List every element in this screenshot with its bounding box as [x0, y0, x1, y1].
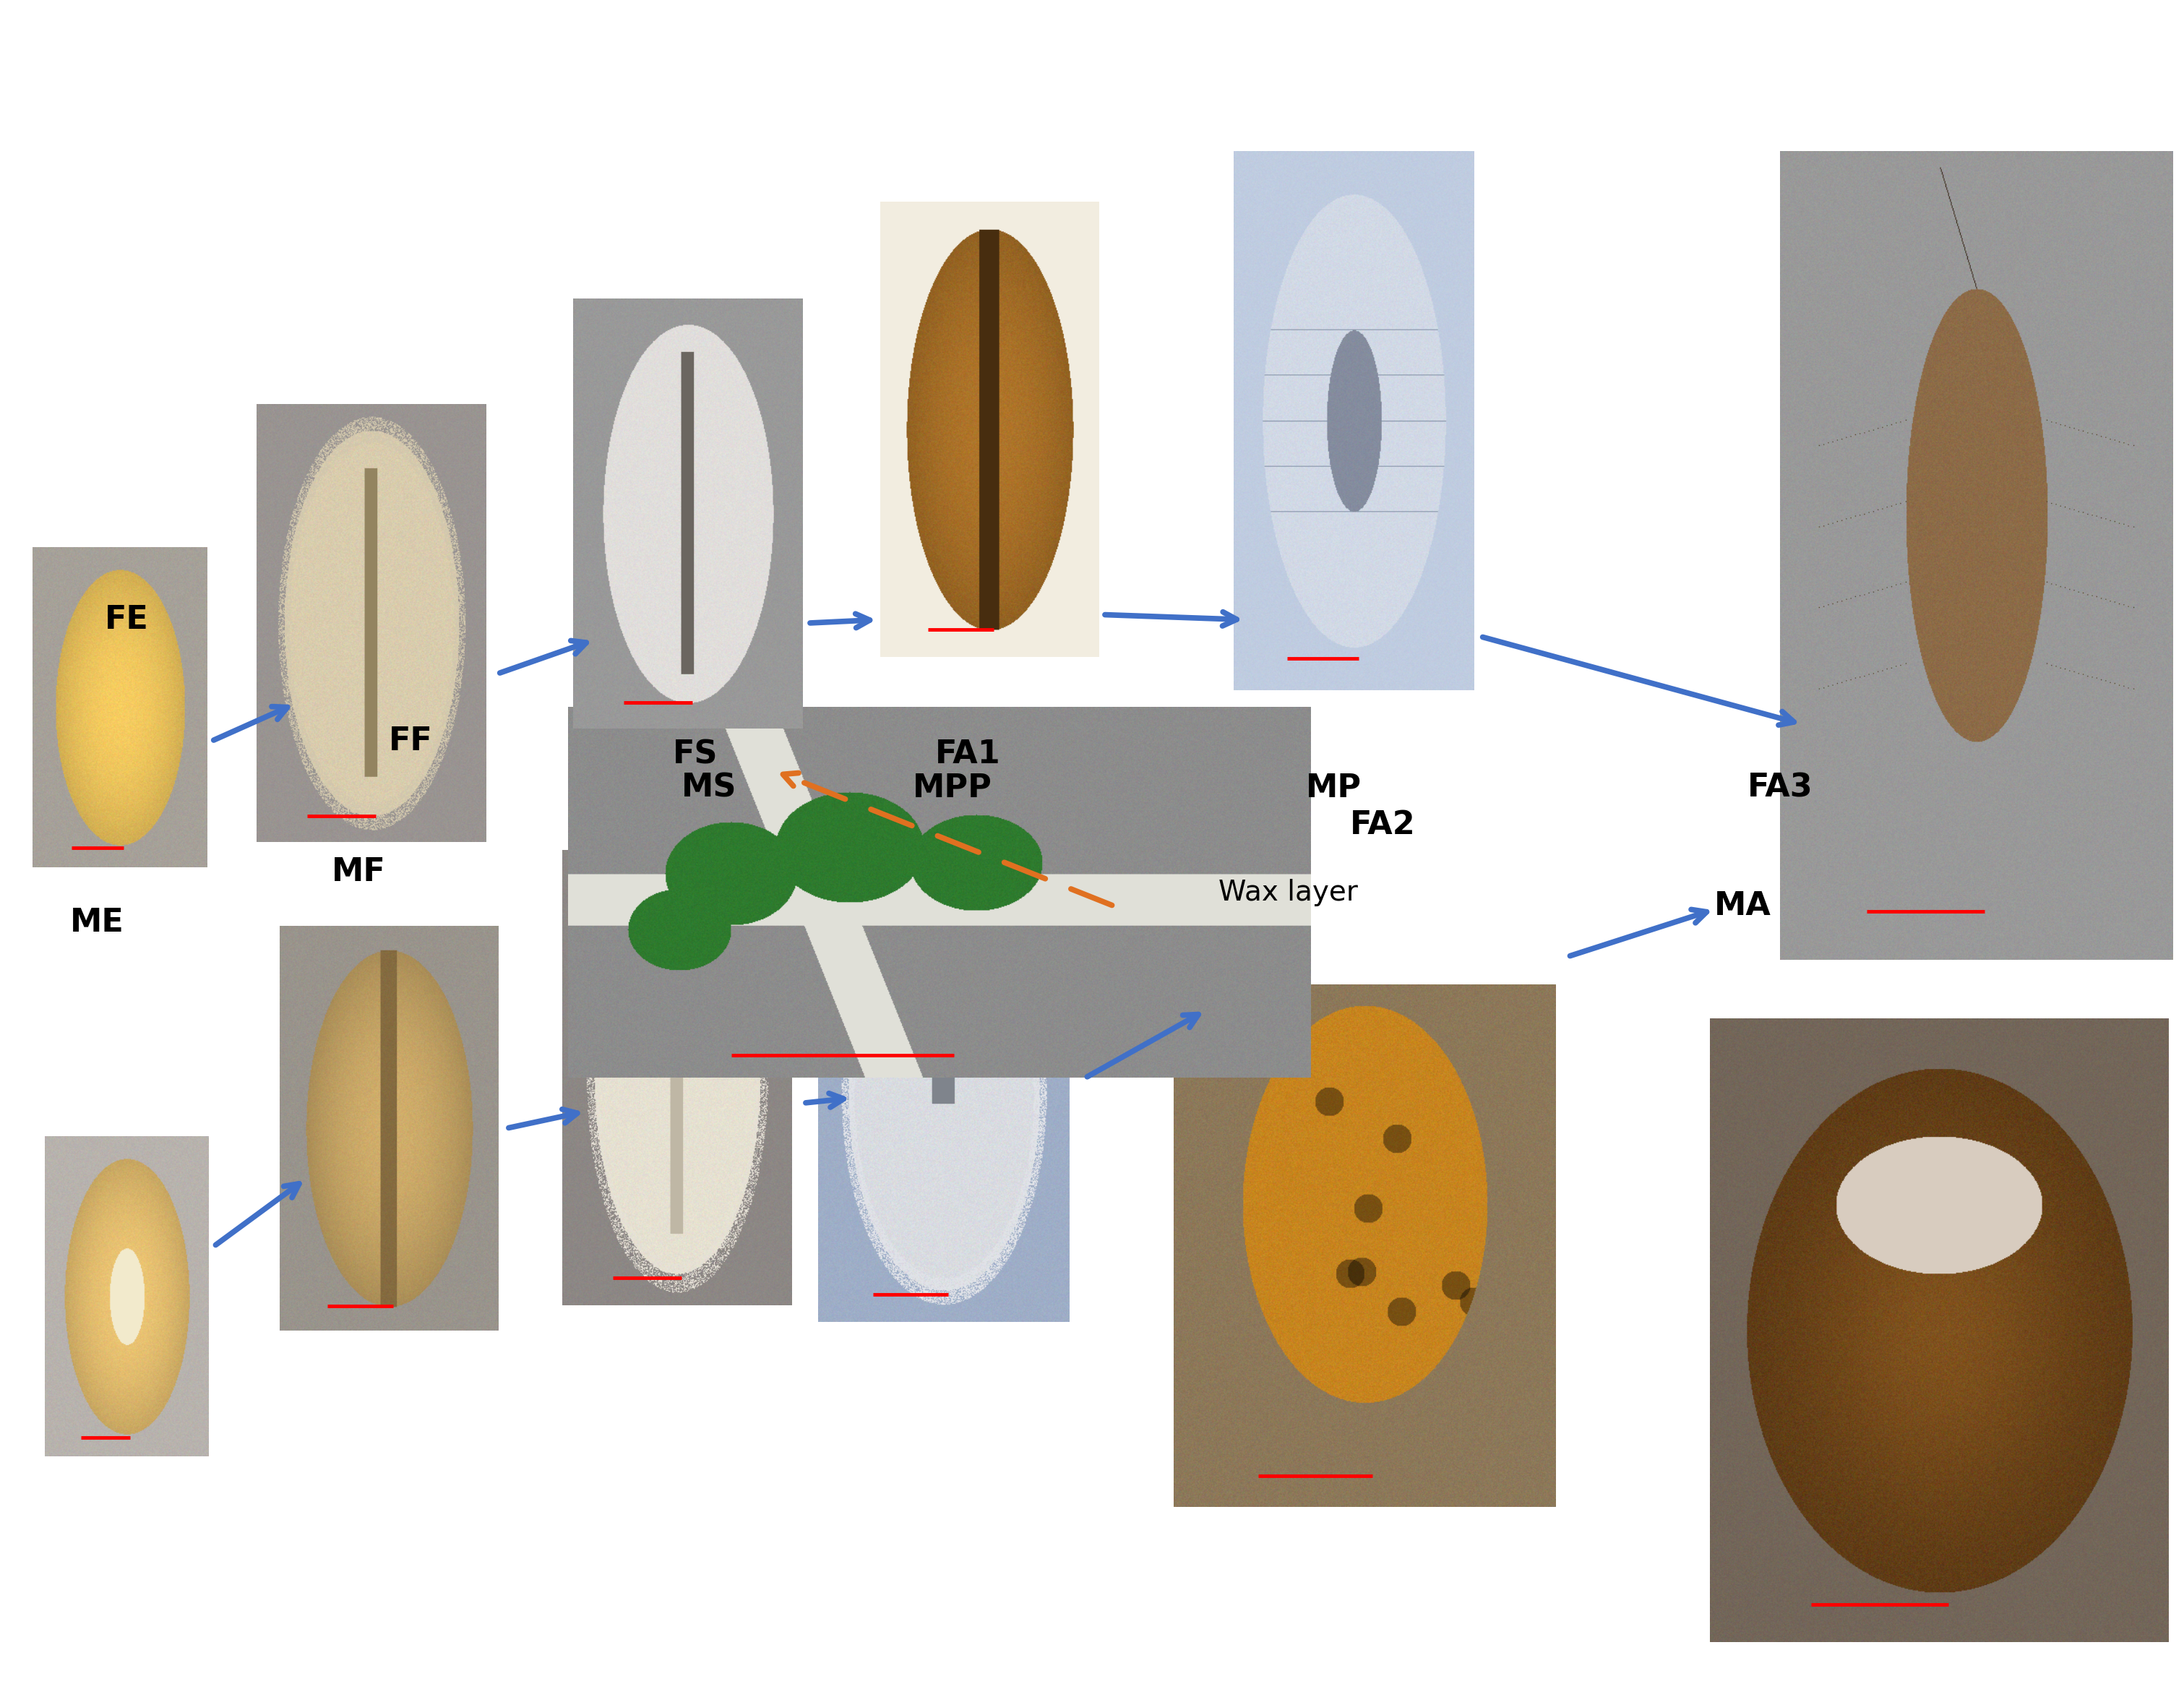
Text: FS: FS [673, 739, 719, 770]
Text: FE: FE [105, 605, 149, 635]
Text: FA3: FA3 [1747, 773, 1813, 803]
Text: MP: MP [1306, 773, 1363, 803]
Text: FA1: FA1 [935, 739, 1000, 770]
Text: MS: MS [681, 773, 736, 803]
Text: MPP: MPP [913, 773, 992, 803]
Text: FF: FF [389, 726, 432, 756]
Text: MA: MA [1714, 891, 1771, 921]
Text: ME: ME [70, 908, 124, 938]
Text: FA2: FA2 [1350, 810, 1415, 840]
Text: Wax layer: Wax layer [1219, 879, 1358, 906]
Text: MF: MF [332, 857, 387, 887]
